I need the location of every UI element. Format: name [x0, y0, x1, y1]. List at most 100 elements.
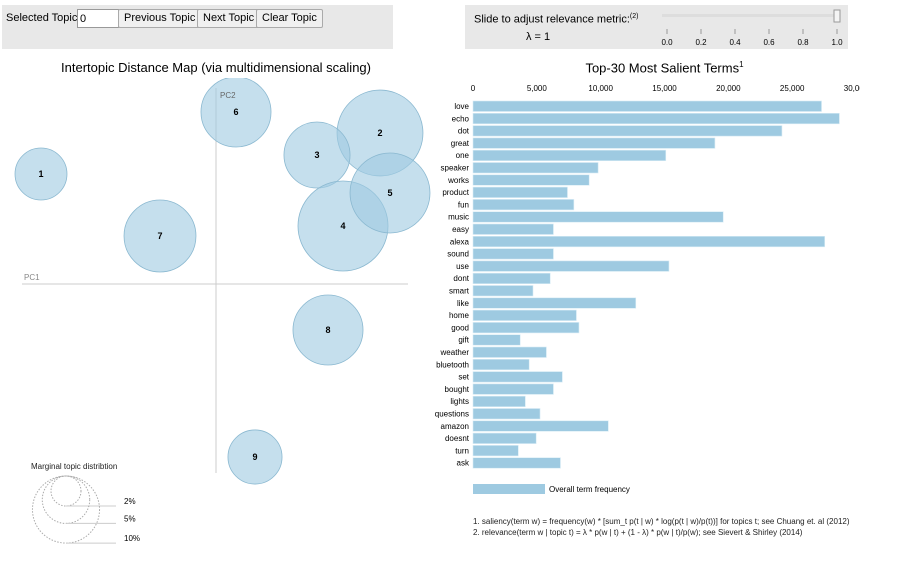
term-label: use	[456, 262, 469, 271]
topic-circle	[227, 429, 283, 485]
slider-tick-label: 0.6	[763, 38, 775, 47]
bar-gift	[472, 334, 521, 346]
intertopic-distance-map: 1 2 3 4 5 6 7 8 9 PC2 PC1 Marginal topic distrib…	[14, 78, 431, 544]
term-label: bluetooth	[436, 360, 469, 369]
next-topic-button[interactable]: Next Topic	[197, 9, 261, 28]
topic-label: 2	[377, 128, 382, 138]
term-label: works	[447, 176, 469, 185]
topic-label: 5	[387, 188, 392, 198]
term-label: one	[456, 151, 470, 160]
legend-circle	[41, 475, 91, 524]
x-tick-label: 15,000	[652, 84, 677, 93]
term-label: echo	[452, 114, 470, 123]
selected-topic-input[interactable]	[77, 9, 119, 28]
topic-label: 3	[314, 150, 319, 160]
topic-circle-5[interactable]: 5	[349, 152, 431, 234]
slider-label: Slide to adjust relevance metric:(2)	[474, 13, 639, 26]
bar-bluetooth	[472, 358, 530, 371]
term-label: great	[451, 139, 470, 148]
previous-topic-button[interactable]: Previous Topic	[118, 9, 202, 28]
bar-amazon	[472, 420, 609, 432]
term-label: questions	[435, 410, 469, 419]
slider-tick-label: 0.4	[729, 38, 741, 47]
topic-circle-1[interactable]: 1	[14, 147, 68, 201]
bar-dot	[472, 125, 783, 137]
x-tick-label: 10,000	[588, 84, 613, 93]
term-label: dont	[453, 274, 469, 283]
topic-circle	[200, 78, 272, 148]
bar-echo	[472, 112, 840, 125]
topic-circle-8[interactable]: 8	[292, 294, 364, 366]
bar-doesnt	[472, 432, 537, 444]
slider-handle[interactable]	[833, 9, 841, 23]
bar-speaker	[472, 162, 599, 174]
relevance-slider-panel: Slide to adjust relevance metric:(2) λ =…	[465, 5, 848, 49]
map-title: Intertopic Distance Map (via multidimens…	[61, 60, 371, 75]
bar-alexa	[472, 236, 826, 248]
topic-circle	[283, 121, 351, 189]
bar-dont	[472, 272, 551, 284]
topic-circle	[292, 294, 364, 366]
footnote-saliency: 1. saliency(term w) = frequency(w) * [su…	[473, 517, 850, 526]
bar-product	[472, 186, 568, 198]
bar-set	[472, 371, 563, 383]
term-label: music	[448, 213, 469, 222]
bar-weather	[472, 346, 547, 358]
bar-good	[472, 322, 580, 334]
term-label: home	[449, 311, 470, 320]
term-label: sound	[447, 250, 469, 259]
bar-use	[472, 260, 670, 272]
topic-circle	[14, 147, 68, 201]
term-label: turn	[455, 446, 469, 455]
term-label: smart	[449, 287, 470, 296]
legend-label: Overall term frequency	[549, 485, 630, 494]
lambda-value: λ = 1	[526, 31, 551, 43]
slider-tick-label: 1.0	[831, 38, 843, 47]
relevance-slider[interactable]: 0.0 0.2 0.4 0.6 0.8 1.0	[465, 5, 848, 49]
bar-love	[472, 100, 822, 112]
slider-tick-label: 0.2	[695, 38, 707, 47]
clear-topic-button[interactable]: Clear Topic	[256, 9, 323, 28]
legend-label: 10%	[124, 534, 140, 543]
bar-one	[472, 149, 667, 161]
bar-questions	[472, 408, 541, 420]
term-label: doesnt	[445, 434, 470, 443]
slider-tick-label: 0.8	[797, 38, 809, 47]
term-label: fun	[458, 200, 469, 209]
topic-circle-9[interactable]: 9	[227, 429, 283, 485]
topic-circle-3[interactable]: 3	[283, 121, 351, 189]
topic-label: 1	[38, 169, 43, 179]
term-label: ask	[457, 459, 470, 468]
bar-great	[472, 137, 716, 149]
topic-circle-7[interactable]: 7	[123, 199, 197, 273]
x-tick-label: 20,000	[716, 84, 741, 93]
topic-circle	[349, 152, 431, 234]
term-label: alexa	[450, 237, 470, 246]
bar-smart	[472, 285, 534, 297]
x-tick-label: 25,000	[780, 84, 805, 93]
topic-label: 4	[340, 221, 345, 231]
term-label: product	[442, 188, 469, 197]
bar-fun	[472, 199, 575, 211]
slider-track[interactable]	[662, 14, 837, 17]
topic-circle	[123, 199, 197, 273]
legend-circle	[50, 475, 82, 507]
term-label: dot	[458, 127, 470, 136]
term-label: speaker	[441, 164, 470, 173]
topic-circle-6[interactable]: 6	[200, 78, 272, 148]
bar-like	[472, 297, 637, 309]
salient-terms-chart: 0 5,000 10,000 15,000 20,000 25,000 30,000 love…	[435, 84, 860, 494]
bar-home	[472, 309, 577, 321]
term-label: set	[458, 373, 469, 382]
x-tick-label: 30,000	[844, 84, 860, 93]
bar-music	[472, 211, 724, 223]
x-tick-label: 0	[471, 84, 476, 93]
term-label: weather	[440, 348, 470, 357]
pc2-label: PC2	[220, 91, 236, 100]
bar-sound	[472, 248, 554, 260]
x-tick-label: 5,000	[527, 84, 548, 93]
term-label: lights	[450, 397, 469, 406]
bar-bought	[472, 383, 554, 395]
bar-easy	[472, 223, 554, 235]
selected-topic-label: Selected Topic:	[6, 12, 81, 24]
